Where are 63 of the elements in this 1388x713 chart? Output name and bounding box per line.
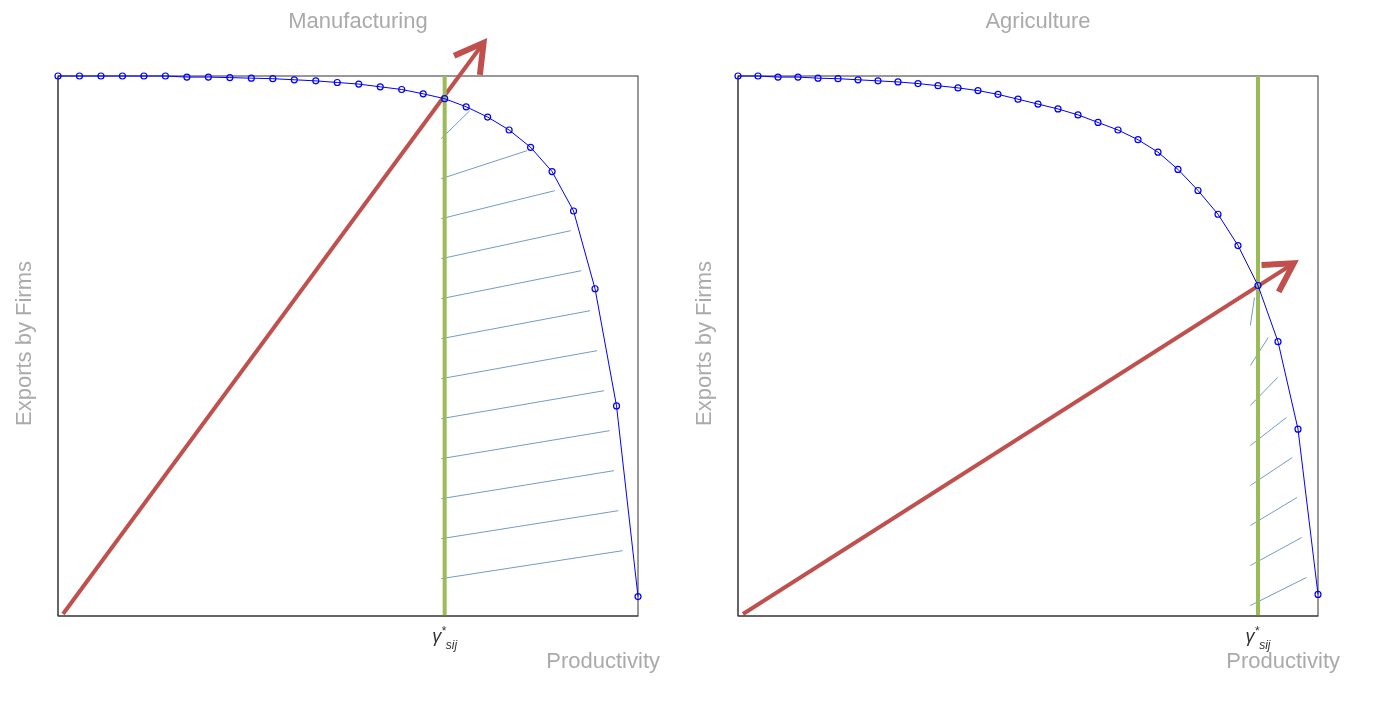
point — [1074, 111, 1082, 119]
point — [548, 167, 556, 176]
point — [484, 113, 492, 121]
point — [75, 72, 84, 80]
point — [398, 85, 406, 94]
point — [814, 74, 822, 82]
point — [834, 75, 842, 83]
point — [874, 77, 882, 85]
point — [462, 103, 470, 111]
point — [894, 78, 902, 86]
point — [1254, 281, 1262, 290]
point — [1214, 210, 1222, 218]
y-axis-title: Exports by Firms — [690, 260, 716, 426]
point — [1054, 105, 1062, 113]
point — [1174, 165, 1182, 174]
point — [794, 73, 802, 81]
point — [183, 73, 191, 81]
point — [355, 80, 363, 88]
point — [505, 126, 513, 134]
point — [419, 90, 427, 98]
point — [934, 82, 942, 90]
point — [591, 285, 599, 293]
point — [994, 90, 1002, 98]
point — [754, 72, 762, 80]
point — [569, 207, 578, 215]
point — [974, 86, 982, 95]
point — [97, 72, 105, 80]
x-axis-title: Productivity — [546, 648, 660, 673]
point — [204, 73, 212, 81]
point — [290, 76, 298, 84]
point — [1094, 118, 1102, 127]
point — [1274, 338, 1282, 346]
point — [1014, 95, 1022, 103]
point — [634, 592, 642, 601]
point — [914, 79, 922, 88]
point — [1314, 590, 1322, 598]
point — [333, 78, 341, 87]
point — [774, 73, 782, 81]
point — [140, 72, 148, 80]
point — [1134, 136, 1142, 144]
point — [247, 74, 255, 82]
point — [1294, 425, 1302, 433]
point — [1154, 148, 1162, 156]
point — [854, 76, 862, 84]
point — [1234, 241, 1242, 250]
point — [376, 83, 384, 91]
point — [441, 95, 449, 103]
point — [118, 72, 127, 80]
point — [734, 72, 742, 80]
point — [1194, 186, 1202, 195]
point — [269, 75, 277, 83]
point — [526, 143, 535, 151]
point — [161, 72, 170, 80]
point — [612, 402, 621, 410]
chart-title: Agriculture — [984, 8, 1092, 35]
point — [1114, 126, 1122, 134]
y-axis-title: Exports by Firms — [10, 260, 36, 426]
point — [1034, 100, 1042, 108]
point — [226, 74, 234, 82]
point — [54, 72, 62, 80]
point — [312, 77, 320, 85]
point — [954, 84, 962, 92]
chart-title: Manufacturing — [287, 8, 429, 35]
